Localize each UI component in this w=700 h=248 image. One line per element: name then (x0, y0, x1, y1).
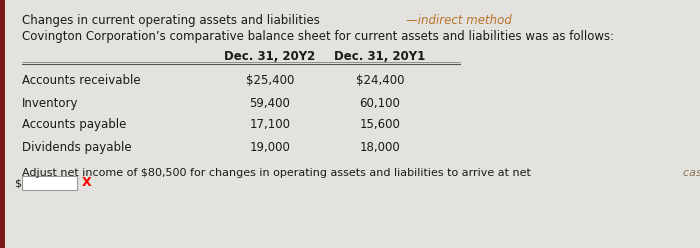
Bar (22, 176, 77, 190)
Text: 60,100: 60,100 (360, 97, 400, 110)
Text: cash flows from operating activities.: cash flows from operating activities. (683, 168, 700, 178)
Text: Accounts receivable: Accounts receivable (22, 74, 141, 87)
Text: Covington Corporation’s comparative balance sheet for current assets and liabili: Covington Corporation’s comparative bala… (22, 30, 614, 43)
Text: Dividends payable: Dividends payable (22, 141, 132, 154)
Text: Changes in current operating assets and liabilities: Changes in current operating assets and … (22, 14, 320, 27)
Text: Accounts payable: Accounts payable (22, 118, 127, 131)
Bar (0, 0, 5, 248)
Text: Dec. 31, 20Y1: Dec. 31, 20Y1 (335, 50, 426, 63)
Text: 59,400: 59,400 (250, 97, 290, 110)
Text: $: $ (14, 178, 21, 188)
Text: Changes in current operating assets and liabilities: Changes in current operating assets and … (22, 14, 320, 27)
Text: 15,600: 15,600 (360, 118, 400, 131)
Text: $25,400: $25,400 (246, 74, 294, 87)
Text: $24,400: $24,400 (356, 74, 405, 87)
Text: 19,000: 19,000 (250, 141, 290, 154)
Text: X: X (82, 177, 92, 189)
Text: Inventory: Inventory (22, 97, 78, 110)
Text: Adjust net income of $80,500 for changes in operating assets and liabilities to : Adjust net income of $80,500 for changes… (22, 168, 534, 178)
Text: Dec. 31, 20Y2: Dec. 31, 20Y2 (225, 50, 316, 63)
Text: 17,100: 17,100 (249, 118, 290, 131)
Text: 18,000: 18,000 (360, 141, 400, 154)
Text: —indirect method: —indirect method (407, 14, 512, 27)
